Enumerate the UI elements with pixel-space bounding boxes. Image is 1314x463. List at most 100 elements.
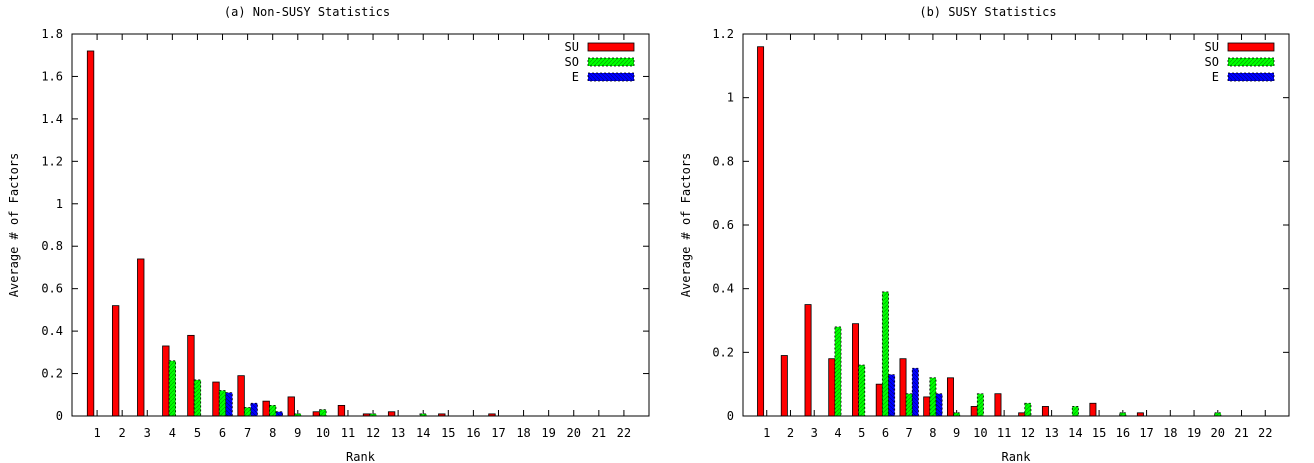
- bar-so-rank-12: [1024, 402, 1032, 417]
- bar-so-rank-14: [1071, 406, 1079, 417]
- y-tick-label: 1.8: [41, 27, 63, 41]
- x-tick-label: 2: [787, 426, 794, 440]
- bar-so-rank-12: [369, 413, 377, 417]
- bar-e-rank-7: [911, 367, 919, 417]
- x-axis-label: Rank: [1002, 450, 1032, 463]
- y-tick-label: 1: [727, 91, 734, 105]
- x-tick-label: 14: [416, 426, 430, 440]
- bar-so-rank-7: [243, 407, 252, 417]
- x-tick-label: 18: [516, 426, 530, 440]
- bar-so-rank-4: [834, 326, 842, 417]
- x-tick-label: 19: [1187, 426, 1201, 440]
- x-tick-label: 21: [1234, 426, 1248, 440]
- x-tick-label: 3: [144, 426, 151, 440]
- legend-swatch-su: [587, 42, 635, 52]
- bar-su-rank-8: [923, 396, 931, 417]
- x-tick-label: 9: [294, 426, 301, 440]
- bar-su-rank-7: [237, 375, 245, 417]
- x-tick-label: 9: [953, 426, 960, 440]
- y-tick-label: 1.2: [41, 154, 63, 168]
- bar-so-rank-8: [929, 377, 937, 417]
- chart-susy: (b) SUSY Statistics 0 0.2 0.4 0.6 0.8 1 1.2 1 2 3 4…: [672, 0, 1314, 463]
- bar-su-rank-2: [111, 305, 120, 417]
- x-tick-label: 15: [1092, 426, 1106, 440]
- bar-so-rank-7: [905, 393, 913, 417]
- y-tick-label: 0: [56, 409, 63, 423]
- x-tick-label: 17: [491, 426, 505, 440]
- bar-su-rank-10: [312, 411, 321, 417]
- bar-su-rank-13: [387, 411, 396, 417]
- bar-e-rank-8: [275, 411, 283, 417]
- chart-non-susy: (a) Non-SUSY Statistics 0 0.2 0.4 0.6 0.8 1 1.2…: [7, 5, 650, 463]
- x-tick-label: 20: [1211, 426, 1225, 440]
- y-tick-label: 0.4: [712, 282, 734, 296]
- x-tick-label: 19: [541, 426, 555, 440]
- chart-title: (a) Non-SUSY Statistics: [224, 5, 390, 19]
- y-tick-label: 0.6: [712, 218, 734, 232]
- x-tick-label: 18: [1163, 426, 1177, 440]
- y-tick-label: 1.4: [41, 112, 63, 126]
- x-tick-label: 8: [929, 426, 936, 440]
- legend-swatch-e: [587, 72, 635, 82]
- x-tick-label: 20: [567, 426, 581, 440]
- bar-e-rank-7: [250, 402, 258, 417]
- legend-label-e: E: [1212, 70, 1219, 84]
- bar-so-rank-4: [168, 360, 177, 417]
- bar-su-rank-1: [86, 50, 95, 417]
- legend-label-so: SO: [1205, 55, 1219, 69]
- y-tick-label: 0.2: [712, 345, 734, 359]
- x-tick-label: 11: [341, 426, 355, 440]
- x-tick-label: 6: [219, 426, 226, 440]
- legend-swatch-e: [1227, 72, 1275, 82]
- bar-e-rank-6: [888, 374, 896, 417]
- y-axis-label: Average # of Factors: [7, 153, 21, 298]
- bar-e-rank-8: [935, 393, 943, 417]
- legend-label-su: SU: [565, 40, 579, 54]
- bar-e-rank-6: [225, 392, 233, 417]
- x-tick-label: 16: [466, 426, 480, 440]
- x-tick-label: 5: [858, 426, 865, 440]
- bar-so-rank-9: [294, 413, 302, 417]
- y-tick-label: 1.6: [41, 69, 63, 83]
- y-tick-label: 0: [727, 409, 734, 423]
- bar-so-rank-14: [419, 413, 427, 417]
- y-tick-label: 0.2: [41, 367, 63, 381]
- bar-su-rank-8: [262, 400, 270, 417]
- x-tick-label: 13: [391, 426, 405, 440]
- x-tick-label: 4: [834, 426, 841, 440]
- x-tick-label: 3: [811, 426, 818, 440]
- plot-frame: [742, 33, 1290, 417]
- x-tick-label: 13: [1044, 426, 1058, 440]
- x-tick-label: 7: [244, 426, 251, 440]
- bar-su-rank-11: [994, 393, 1002, 417]
- x-tick-label: 16: [1116, 426, 1130, 440]
- bar-su-rank-3: [804, 304, 812, 417]
- bar-su-rank-1: [757, 46, 765, 417]
- x-tick-label: 8: [269, 426, 276, 440]
- bar-so-rank-5: [858, 364, 866, 417]
- bar-su-rank-4: [162, 345, 170, 417]
- x-tick-label: 10: [973, 426, 987, 440]
- bar-su-rank-6: [212, 381, 220, 417]
- x-tick-label: 5: [194, 426, 201, 440]
- bar-so-rank-10: [976, 393, 984, 417]
- bar-su-rank-2: [780, 355, 788, 417]
- bar-su-rank-5: [187, 334, 195, 417]
- bar-su-rank-15: [1089, 402, 1097, 417]
- x-axis-label: Rank: [346, 450, 376, 463]
- y-tick-label: 0.8: [41, 239, 63, 253]
- legend-label-e: E: [572, 70, 579, 84]
- x-tick-label: 12: [366, 426, 380, 440]
- bar-su-rank-3: [137, 258, 145, 417]
- bar-su-rank-9: [287, 396, 295, 417]
- x-tick-label: 1: [93, 426, 100, 440]
- bar-su-rank-11: [337, 404, 346, 417]
- y-axis-label: Average # of Factors: [679, 153, 693, 298]
- bar-so-rank-5: [193, 379, 202, 417]
- y-tick-label: 0.6: [41, 282, 63, 296]
- plot-frame: [71, 33, 650, 417]
- x-tick-label: 7: [906, 426, 913, 440]
- x-tick-label: 10: [316, 426, 330, 440]
- bar-su-rank-9: [946, 377, 954, 417]
